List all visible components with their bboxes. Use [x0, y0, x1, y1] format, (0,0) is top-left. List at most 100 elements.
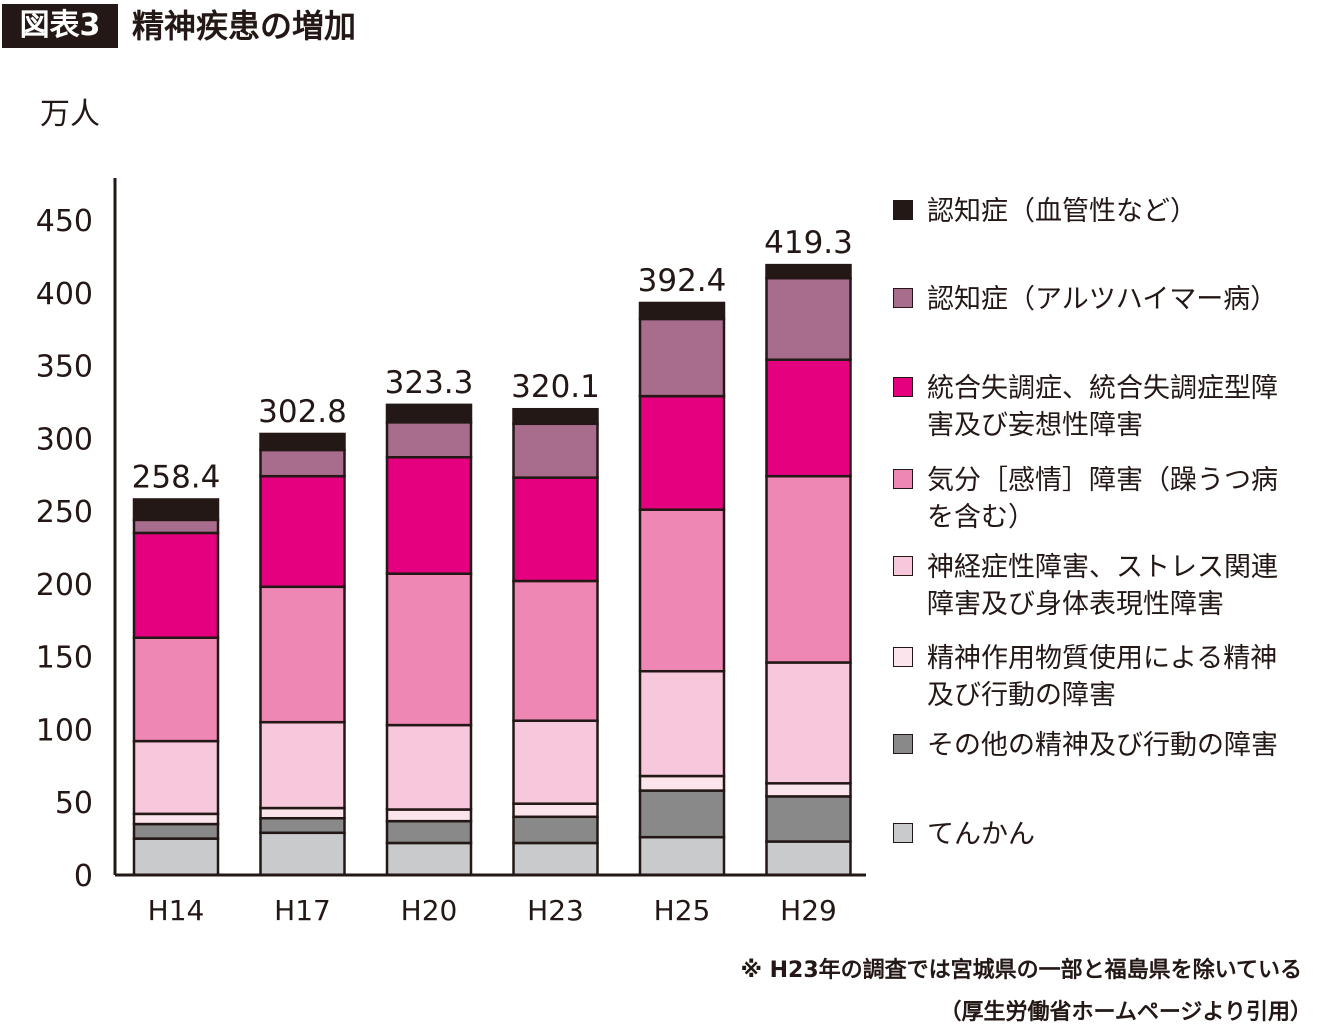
bar-segment: [385, 723, 473, 811]
bar-segment: [132, 739, 220, 816]
bar-segment: [765, 358, 852, 478]
legend-label: その他の精神及び行動の障害: [927, 730, 1278, 761]
legend-item: 神経症性障害、ストレス関連障害及び身体表現性障害: [893, 549, 1293, 623]
y-tick-label: 300: [36, 422, 93, 457]
y-tick-label: 200: [36, 568, 93, 603]
bar-segment: [638, 301, 726, 321]
y-tick-label: 100: [36, 713, 93, 748]
bar-segment: [512, 476, 599, 583]
bar-segment: [512, 422, 599, 479]
legend-label: 認知症（血管性など）: [927, 196, 1197, 227]
legend-swatch: [893, 288, 913, 308]
y-tick-label: 0: [74, 859, 93, 894]
bar-segment: [765, 474, 852, 664]
legend-label: てんかん: [927, 819, 1035, 850]
bar-segment: [765, 795, 852, 843]
legend-item: てんかん: [893, 816, 1293, 853]
bar-segment: [385, 456, 473, 575]
bar-segment: [765, 840, 852, 877]
bar-segment: [638, 508, 726, 673]
footnote: ※ H23年の調査では宮城県の一部と福島県を除いている: [740, 958, 1302, 983]
bar-segment: [385, 808, 473, 823]
bar-segment: [132, 636, 220, 743]
legend-item: 精神作用物質使用による精神及び行動の障害: [893, 640, 1293, 714]
bar-segment: [385, 841, 473, 877]
bar-segment: [638, 669, 726, 778]
bar-segment: [765, 263, 852, 280]
legend-label: 統合失調症、統合失調症型障害及び妄想性障害: [927, 373, 1278, 441]
bar-segment: [512, 841, 599, 877]
bar-segment: [765, 276, 852, 361]
y-tick-label: 350: [36, 350, 93, 385]
bar-segment: [259, 816, 346, 835]
bar-segment: [512, 719, 599, 805]
bar-total-label: 302.8: [258, 394, 347, 430]
bar-segment: [132, 518, 220, 535]
bar-segment: [765, 782, 852, 798]
bar-segment: [259, 585, 346, 724]
x-tick-label: H23: [527, 894, 584, 927]
x-tick-label: H20: [401, 894, 458, 927]
x-tick-label: H14: [148, 894, 205, 927]
y-tick-label: 50: [55, 786, 93, 821]
legend-label: 神経症性障害、ストレス関連障害及び身体表現性障害: [927, 552, 1278, 620]
x-tick-label: H17: [274, 894, 331, 927]
y-tick-label: 400: [36, 277, 93, 312]
chart-title: 精神疾患の増加: [132, 7, 357, 45]
bar-segment: [638, 394, 726, 511]
legend-label: 気分［感情］障害（躁うつ病を含む）: [927, 465, 1278, 533]
bar-total-label: 419.3: [764, 225, 853, 261]
bar-segment: [132, 837, 220, 877]
bar-segment: [512, 815, 599, 845]
bar-total-label: 392.4: [638, 263, 727, 299]
bar-segment: [259, 806, 346, 820]
legend-item: 認知症（アルツハイマー病）: [893, 281, 1293, 318]
x-tick-label: H25: [654, 894, 711, 927]
bar-total-label: 258.4: [132, 459, 221, 495]
bar-total-label: 320.1: [511, 369, 600, 405]
bar-segment: [512, 579, 599, 722]
bar-segment: [385, 403, 473, 424]
bar-segment: [385, 421, 473, 459]
legend-item: 気分［感情］障害（躁うつ病を含む）: [893, 462, 1293, 536]
bar-segment: [385, 572, 473, 727]
legend-label: 認知症（アルツハイマー病）: [927, 284, 1278, 315]
bar-segment: [132, 812, 220, 826]
legend-swatch: [893, 200, 913, 220]
legend-swatch: [893, 377, 913, 397]
bar-segment: [259, 432, 346, 452]
bar-segment: [638, 835, 726, 877]
bar-segment: [132, 531, 220, 639]
figure-badge: 図表3: [2, 4, 118, 48]
y-tick-label: 450: [36, 204, 93, 239]
legend-swatch: [893, 734, 913, 754]
bar-segment: [512, 802, 599, 819]
legend-item: 認知症（血管性など）: [893, 193, 1293, 230]
bar-segment: [132, 822, 220, 840]
legend-item: その他の精神及び行動の障害: [893, 727, 1293, 764]
bar-segment: [638, 317, 726, 398]
bar-segment: [512, 407, 599, 426]
bar-segment: [385, 819, 473, 845]
legend-swatch: [893, 556, 913, 576]
x-tick-label: H29: [780, 894, 837, 927]
source-citation: （厚生労働省ホームページより引用）: [939, 1000, 1312, 1025]
bar-segment: [259, 831, 346, 877]
legend-item: 統合失調症、統合失調症型障害及び妄想性障害: [893, 370, 1293, 444]
bar-segment: [638, 774, 726, 792]
bar-segment: [765, 661, 852, 785]
bar-total-label: 323.3: [385, 365, 474, 401]
y-tick-label: 250: [36, 495, 93, 530]
bar-segment: [132, 498, 220, 522]
y-axis-unit-label: 万人: [40, 97, 100, 132]
bar-segment: [259, 474, 346, 589]
legend-swatch: [893, 823, 913, 843]
bar-segment: [638, 789, 726, 839]
bar-segment: [259, 720, 346, 810]
legend-swatch: [893, 469, 913, 489]
legend-label: 精神作用物質使用による精神及び行動の障害: [927, 643, 1278, 711]
y-tick-label: 150: [36, 641, 93, 676]
bar-segment: [259, 448, 346, 478]
legend-swatch: [893, 647, 913, 667]
